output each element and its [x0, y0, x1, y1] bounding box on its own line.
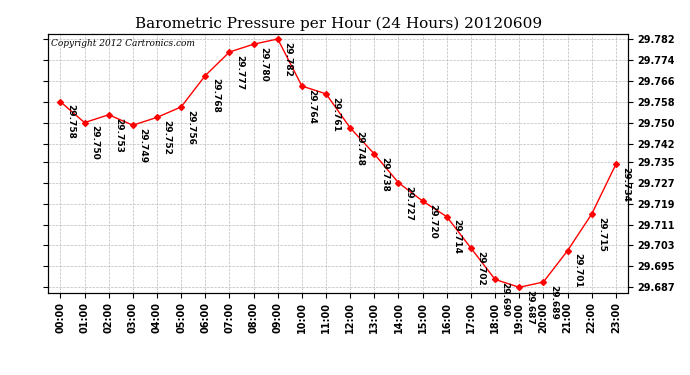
Text: 29.750: 29.750	[90, 125, 99, 160]
Text: 29.753: 29.753	[115, 117, 124, 152]
Text: Copyright 2012 Cartronics.com: Copyright 2012 Cartronics.com	[51, 39, 195, 48]
Text: 29.768: 29.768	[211, 78, 220, 113]
Text: 29.761: 29.761	[332, 97, 341, 132]
Text: 29.715: 29.715	[598, 217, 607, 252]
Title: Barometric Pressure per Hour (24 Hours) 20120609: Barometric Pressure per Hour (24 Hours) …	[135, 17, 542, 31]
Text: 29.701: 29.701	[573, 254, 582, 288]
Text: 29.738: 29.738	[380, 157, 389, 192]
Text: 29.714: 29.714	[453, 219, 462, 255]
Text: 29.748: 29.748	[356, 130, 365, 166]
Text: 29.749: 29.749	[139, 128, 148, 163]
Text: 29.720: 29.720	[428, 204, 437, 238]
Text: 29.727: 29.727	[404, 186, 413, 220]
Text: 29.780: 29.780	[259, 47, 268, 82]
Text: 29.782: 29.782	[284, 42, 293, 76]
Text: 29.690: 29.690	[501, 282, 510, 317]
Text: 29.764: 29.764	[308, 89, 317, 124]
Text: 29.777: 29.777	[235, 55, 244, 90]
Text: 29.752: 29.752	[163, 120, 172, 155]
Text: 29.734: 29.734	[622, 167, 631, 202]
Text: 29.689: 29.689	[549, 285, 558, 320]
Text: 29.702: 29.702	[477, 251, 486, 286]
Text: 29.687: 29.687	[525, 290, 534, 325]
Text: 29.756: 29.756	[187, 110, 196, 145]
Text: 29.758: 29.758	[66, 105, 75, 140]
